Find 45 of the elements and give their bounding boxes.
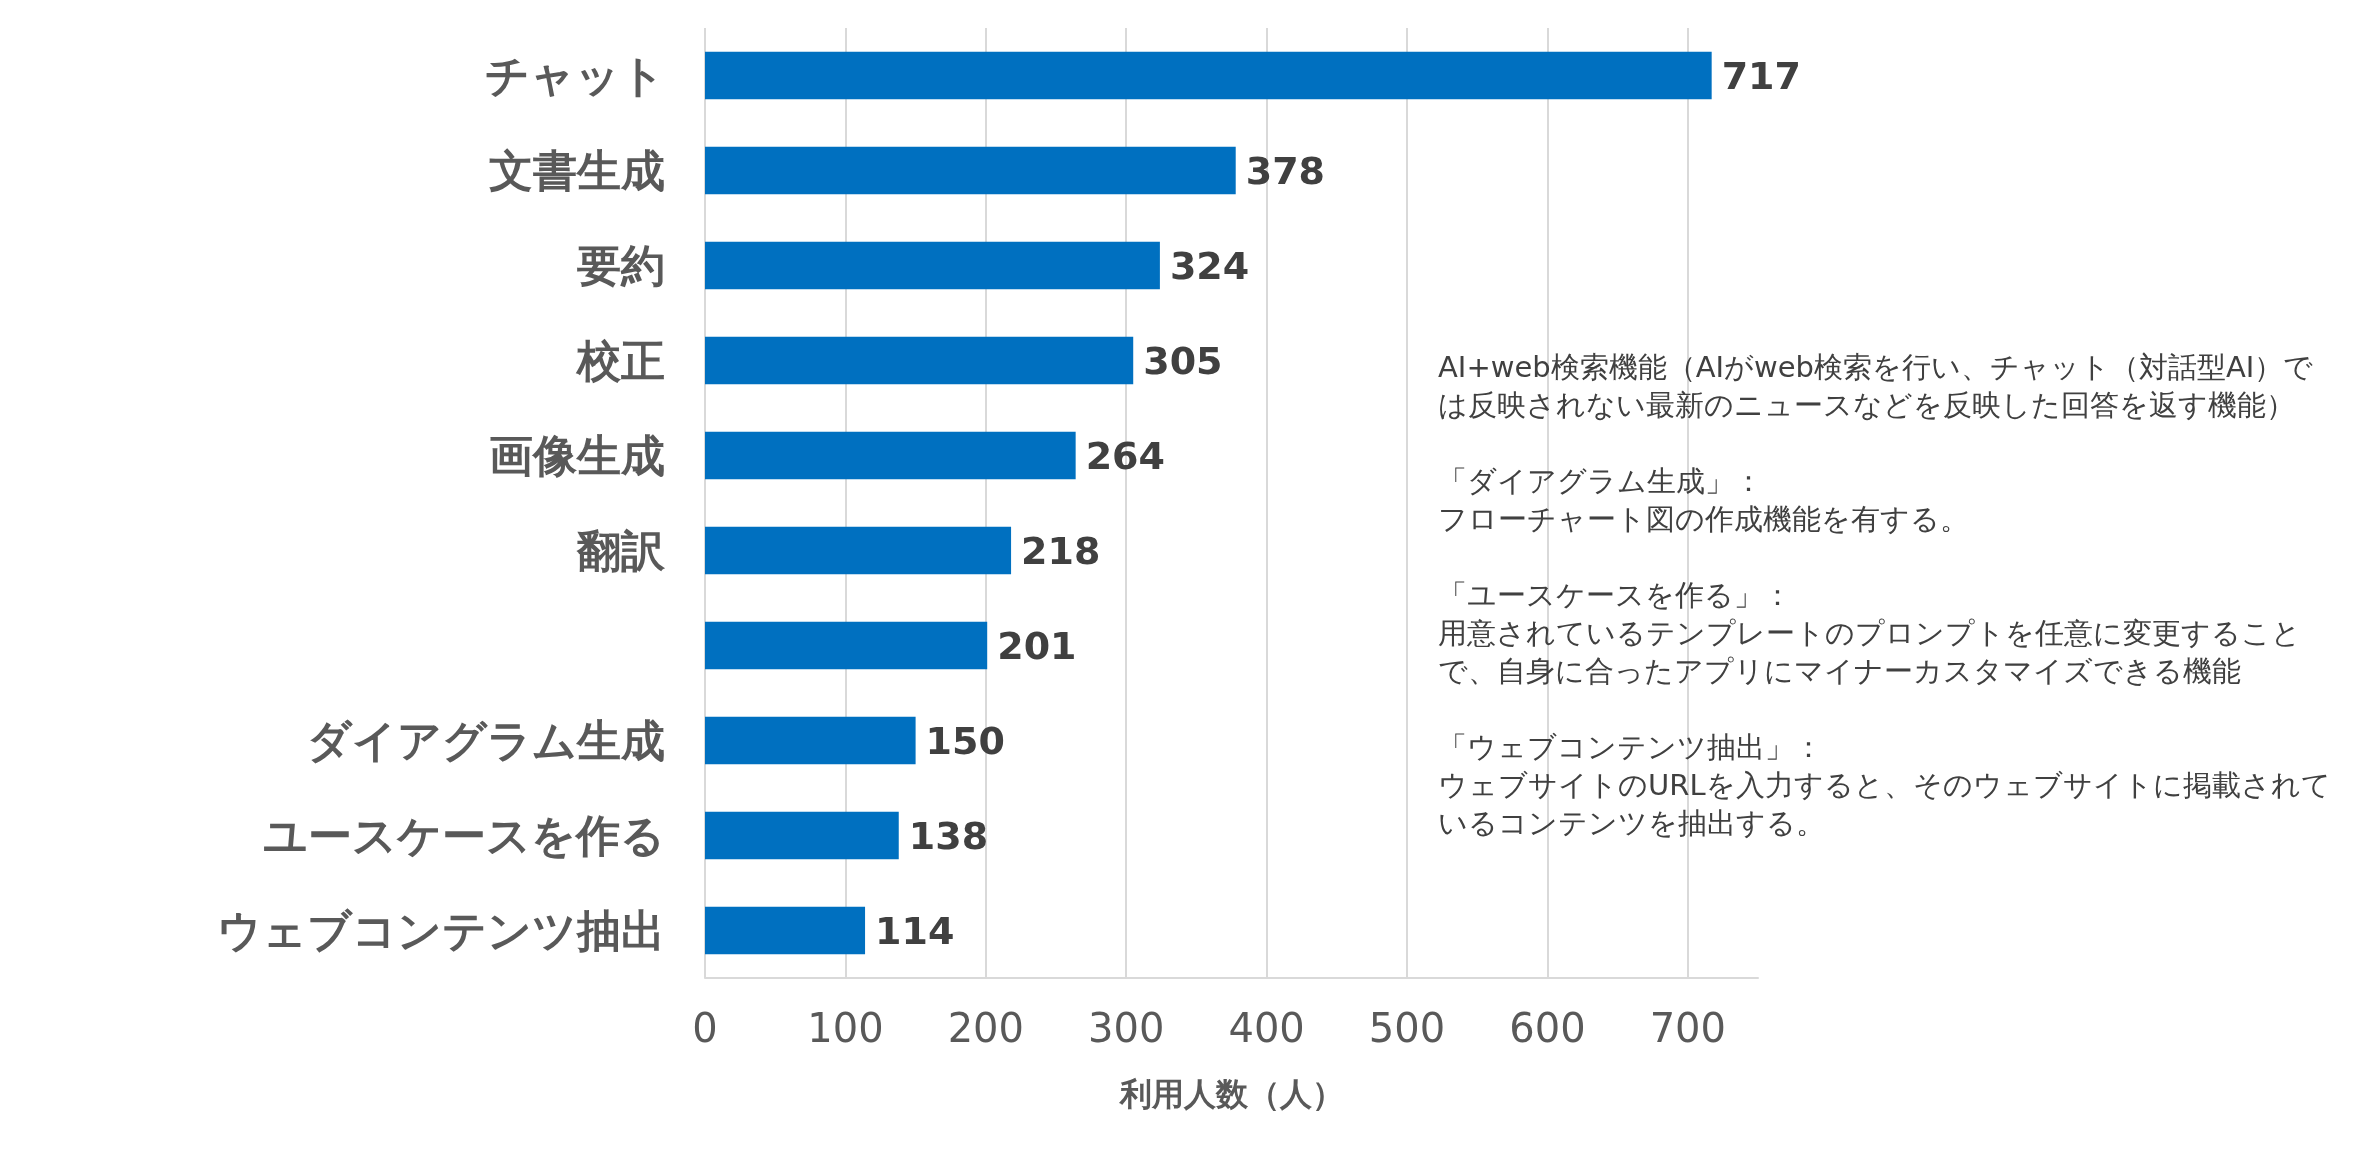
data-label: 378 — [1245, 148, 1326, 193]
x-tick-label: 200 — [947, 1005, 1024, 1051]
annotation: 「ウェブコンテンツ抽出」： — [1438, 729, 1824, 766]
annotation: 「ユースケースを作る」： — [1438, 577, 1793, 614]
x-tick-label: 500 — [1368, 1005, 1446, 1051]
data-label: 305 — [1143, 338, 1223, 383]
y-tick-label: 翻訳 — [576, 525, 666, 576]
data-label: 138 — [908, 813, 989, 858]
annotation: ウェブサイトのURLを入力すると、そのウェブサイトに掲載されているコンテンツを抽出する。 — [1438, 767, 2332, 842]
annotation: 「ダイアグラム生成」： — [1438, 463, 1764, 500]
y-tick-label: チャット — [485, 50, 665, 101]
y-tick-label: ダイアグラム生成 — [307, 715, 665, 766]
bar — [705, 906, 866, 955]
annotation: AI+web検索機能（AIがweb検索を行い、チャット（対話型AI）では反映されない最新のニュースなどを反映した回答を返す機能） — [1438, 349, 2315, 424]
x-tick-label: 0 — [692, 1005, 718, 1051]
annotation: フローチャート図の作成機能を有する。 — [1438, 501, 1970, 538]
y-tick-label: 画像生成 — [489, 430, 665, 481]
y-tick-label: ユースケースを作る — [263, 810, 665, 861]
bar — [705, 811, 899, 860]
y-tick-label: 文書生成 — [489, 145, 665, 196]
data-label: 717 — [1721, 53, 1801, 98]
bar — [705, 336, 1134, 385]
bar — [705, 431, 1076, 480]
x-tick-label: 400 — [1228, 1005, 1305, 1051]
annotation: 用意されているテンプレートのプロンプトを任意に変更することで、自身に合ったアプリにマイナーカスタマイズできる機能 — [1438, 615, 2302, 690]
data-label: 150 — [925, 718, 1005, 763]
bar — [705, 51, 1712, 100]
y-tick-label: 要約 — [577, 240, 665, 291]
x-tick-label: 700 — [1649, 1005, 1726, 1051]
data-label: 201 — [997, 623, 1077, 668]
data-label: 218 — [1021, 528, 1101, 573]
y-tick-label: 校正 — [575, 335, 665, 386]
x-tick-label: 600 — [1509, 1005, 1586, 1051]
data-label: 324 — [1169, 243, 1250, 288]
y-tick-label: ウェブコンテンツ抽出 — [217, 905, 665, 956]
bar — [705, 146, 1236, 195]
data-label: 264 — [1085, 433, 1165, 478]
bar — [705, 716, 916, 765]
x-tick-label: 100 — [807, 1005, 884, 1051]
bar — [705, 241, 1160, 290]
data-label: 114 — [875, 908, 955, 953]
x-axis-title: 利用人数（人） — [1117, 1075, 1344, 1113]
bar — [705, 621, 988, 670]
x-tick-label: 300 — [1088, 1005, 1165, 1051]
bar — [705, 526, 1012, 575]
